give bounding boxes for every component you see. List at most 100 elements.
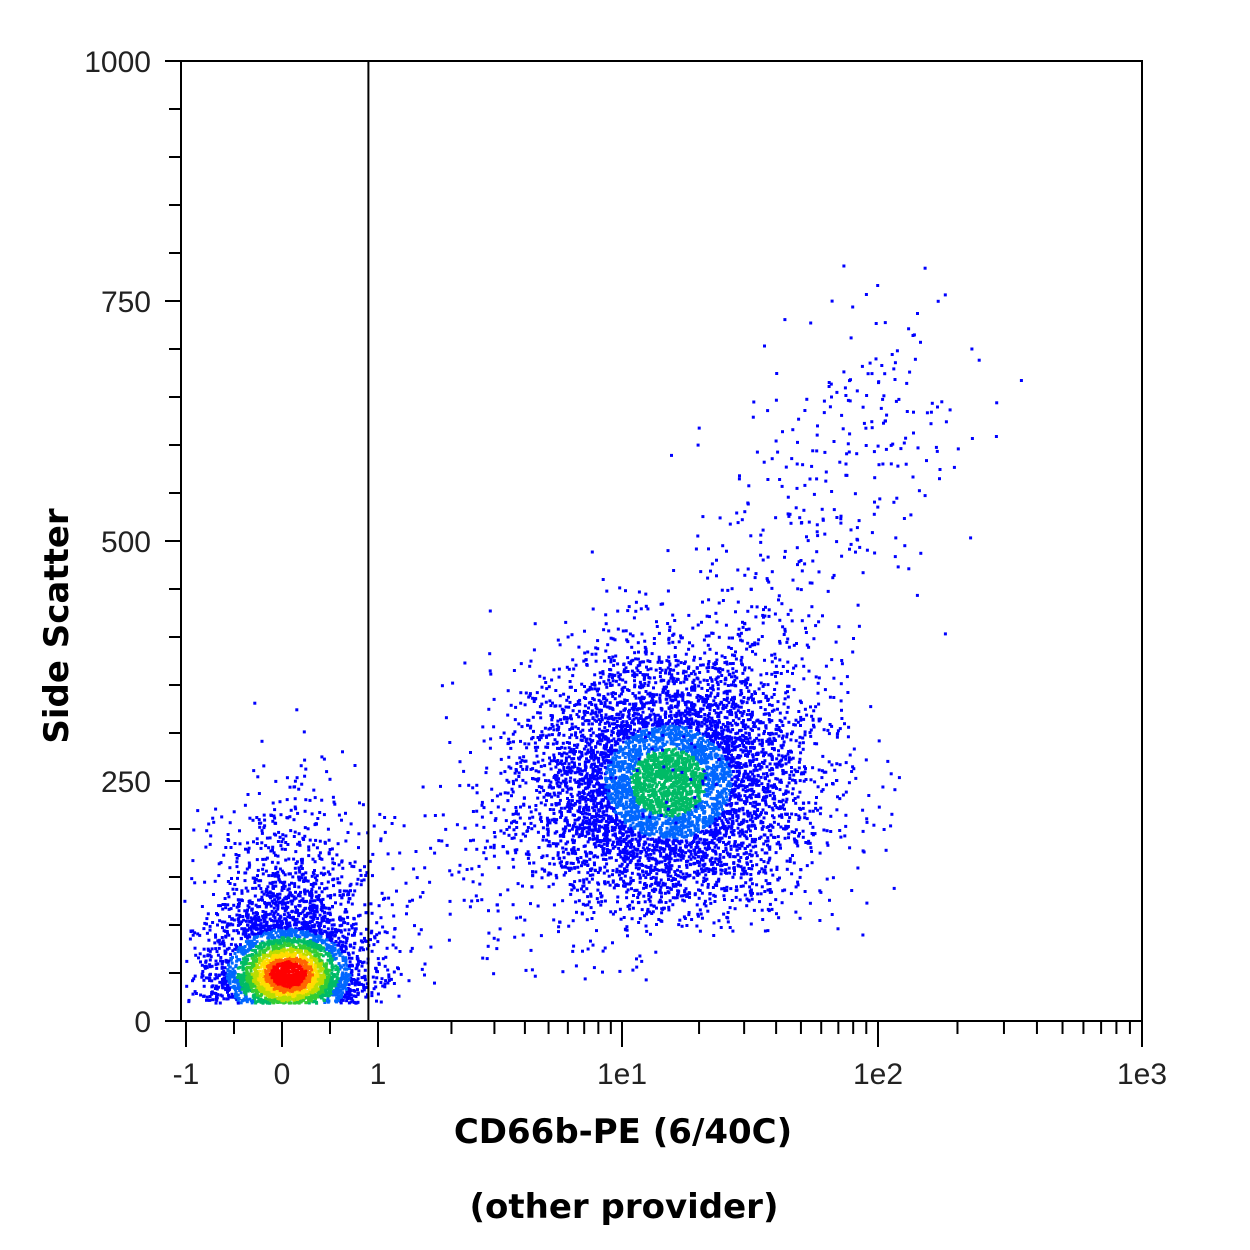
data-point bbox=[336, 969, 340, 973]
data-point bbox=[341, 750, 344, 754]
data-point bbox=[259, 979, 263, 983]
data-point bbox=[328, 961, 332, 965]
data-point bbox=[357, 981, 361, 985]
data-point bbox=[678, 724, 682, 728]
data-point bbox=[312, 948, 316, 952]
data-point bbox=[284, 927, 288, 931]
data-point bbox=[617, 873, 621, 877]
data-point bbox=[293, 969, 296, 973]
data-point bbox=[312, 872, 316, 876]
data-point bbox=[300, 782, 304, 786]
data-point bbox=[274, 910, 278, 913]
data-point bbox=[244, 940, 248, 944]
data-point bbox=[275, 951, 279, 954]
data-point bbox=[244, 995, 248, 999]
data-point bbox=[255, 971, 259, 975]
data-point bbox=[217, 946, 221, 950]
data-point bbox=[233, 952, 237, 955]
data-point bbox=[591, 771, 595, 775]
data-point bbox=[658, 763, 662, 767]
data-point bbox=[311, 857, 315, 861]
data-point bbox=[527, 718, 531, 722]
data-point bbox=[710, 679, 714, 683]
data-point bbox=[290, 987, 294, 991]
data-point bbox=[269, 959, 273, 962]
data-point bbox=[304, 994, 308, 998]
data-point bbox=[346, 951, 350, 955]
data-point bbox=[271, 892, 275, 896]
data-point bbox=[354, 922, 358, 926]
data-point bbox=[255, 945, 258, 949]
data-point bbox=[236, 923, 240, 927]
data-point bbox=[247, 933, 251, 937]
data-point bbox=[557, 752, 561, 756]
data-point bbox=[276, 870, 280, 874]
data-point bbox=[364, 939, 368, 943]
data-point bbox=[263, 818, 267, 822]
data-point bbox=[331, 861, 335, 865]
data-point bbox=[309, 995, 313, 999]
data-point bbox=[243, 987, 247, 991]
data-point bbox=[299, 764, 303, 768]
data-point bbox=[333, 946, 337, 950]
data-point bbox=[230, 877, 233, 880]
data-point bbox=[216, 939, 220, 943]
data-point bbox=[308, 906, 312, 910]
data-point bbox=[315, 986, 319, 990]
data-point bbox=[646, 659, 650, 663]
data-point bbox=[300, 858, 304, 862]
data-point bbox=[251, 818, 255, 822]
data-point bbox=[322, 919, 326, 922]
data-point bbox=[262, 991, 266, 995]
data-point bbox=[243, 909, 247, 913]
data-point bbox=[282, 968, 286, 971]
data-point bbox=[228, 974, 232, 978]
data-point bbox=[672, 798, 676, 802]
data-point bbox=[357, 832, 361, 836]
data-point bbox=[317, 934, 321, 938]
data-point bbox=[708, 727, 711, 731]
data-point bbox=[611, 843, 614, 847]
data-point bbox=[342, 995, 346, 999]
data-point bbox=[227, 995, 231, 999]
data-point bbox=[755, 854, 759, 858]
data-point bbox=[281, 921, 284, 925]
data-point bbox=[344, 947, 348, 951]
data-point bbox=[295, 985, 299, 989]
data-point bbox=[288, 995, 292, 999]
data-point bbox=[310, 896, 314, 900]
data-point bbox=[265, 979, 269, 983]
data-point bbox=[271, 901, 275, 905]
data-point bbox=[274, 940, 278, 944]
data-point bbox=[214, 1001, 218, 1005]
data-point bbox=[235, 955, 238, 959]
data-point bbox=[347, 953, 351, 957]
data-point bbox=[376, 957, 380, 961]
data-point bbox=[257, 944, 261, 948]
data-point bbox=[274, 992, 278, 996]
data-point bbox=[238, 915, 242, 919]
data-point bbox=[308, 974, 312, 978]
data-point bbox=[305, 941, 309, 945]
data-point bbox=[731, 696, 734, 700]
data-point bbox=[310, 929, 314, 933]
data-point bbox=[254, 948, 257, 952]
data-point bbox=[576, 847, 580, 851]
data-point bbox=[297, 877, 301, 881]
data-point bbox=[320, 902, 324, 906]
data-point bbox=[772, 794, 776, 798]
data-point bbox=[295, 708, 299, 712]
data-point bbox=[358, 913, 362, 917]
data-point bbox=[205, 931, 209, 935]
data-point bbox=[304, 871, 308, 875]
data-point bbox=[235, 865, 239, 869]
data-point bbox=[283, 953, 287, 957]
data-point bbox=[227, 933, 231, 937]
data-point bbox=[692, 705, 696, 709]
data-point bbox=[236, 976, 240, 979]
data-point bbox=[196, 809, 200, 813]
data-point bbox=[287, 893, 291, 897]
data-point bbox=[322, 964, 326, 968]
data-point bbox=[251, 886, 255, 890]
data-point bbox=[297, 912, 301, 916]
